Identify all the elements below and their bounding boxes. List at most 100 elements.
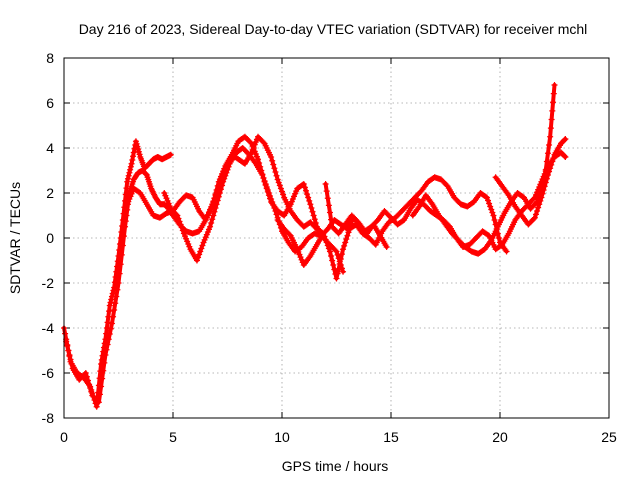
series-track-6 <box>322 149 569 253</box>
data-point <box>534 208 541 214</box>
data-point <box>267 193 274 199</box>
data-point <box>549 158 556 165</box>
data-point <box>271 205 278 211</box>
data-point <box>290 193 297 200</box>
data-point <box>332 247 339 254</box>
data-point <box>250 144 257 151</box>
data-point <box>125 198 132 205</box>
data-point <box>216 190 223 196</box>
x-tick-label: 10 <box>274 429 290 445</box>
data-point <box>550 155 557 162</box>
data-point <box>326 209 333 216</box>
data-point <box>175 215 182 222</box>
data-point <box>166 203 173 210</box>
data-point <box>132 138 139 145</box>
data-point <box>325 202 332 209</box>
data-point <box>119 242 126 249</box>
data-point <box>262 181 269 187</box>
data-point <box>485 197 492 204</box>
data-point <box>279 188 285 195</box>
data-point <box>288 198 295 205</box>
data-point <box>503 248 510 255</box>
data-point <box>323 239 330 246</box>
data-point <box>83 373 90 380</box>
data-point <box>272 169 279 175</box>
data-point <box>82 370 89 376</box>
data-point <box>214 197 221 204</box>
data-point <box>276 182 283 189</box>
data-point <box>489 209 496 216</box>
data-point <box>108 320 115 327</box>
data-point <box>124 201 131 208</box>
data-point <box>340 268 347 275</box>
data-point <box>326 248 333 255</box>
data-point <box>338 251 345 258</box>
data-point <box>535 204 542 211</box>
data-point <box>550 90 557 97</box>
series-trace <box>275 175 509 281</box>
data-point <box>486 200 493 207</box>
data-point <box>93 403 100 410</box>
data-point <box>215 193 222 200</box>
data-point <box>548 116 555 123</box>
data-point <box>116 270 123 277</box>
data-point <box>336 260 343 267</box>
data-point <box>247 139 254 146</box>
data-point <box>321 233 328 240</box>
data-point <box>482 193 489 200</box>
data-point <box>541 183 548 190</box>
data-point <box>223 169 230 176</box>
data-point <box>133 140 140 147</box>
data-point <box>184 238 191 245</box>
data-point <box>551 82 558 88</box>
data-point <box>174 212 181 219</box>
data-point <box>165 200 172 207</box>
data-point <box>345 229 352 236</box>
data-point <box>491 217 498 223</box>
data-point <box>251 141 258 148</box>
data-point <box>542 179 549 186</box>
data-point <box>98 383 105 390</box>
data-point <box>544 172 551 178</box>
data-point <box>179 227 186 234</box>
chart-title: Day 216 of 2023, Sidereal Day-to-day VTE… <box>79 21 588 37</box>
data-point <box>334 270 341 277</box>
data-point <box>264 187 271 193</box>
data-point <box>383 244 390 250</box>
data-point <box>68 361 75 367</box>
data-point <box>224 166 231 173</box>
data-point <box>320 230 327 237</box>
data-point <box>272 208 279 214</box>
data-point <box>135 146 142 153</box>
data-point <box>222 172 229 179</box>
data-point <box>136 151 143 158</box>
data-point <box>197 248 204 255</box>
data-point <box>213 201 220 208</box>
data-point <box>167 151 174 158</box>
data-point <box>126 169 133 176</box>
data-point <box>107 325 114 332</box>
data-point <box>204 229 211 235</box>
data-point <box>341 242 348 249</box>
series-track-2 <box>63 133 347 406</box>
data-point <box>343 236 350 243</box>
data-point <box>128 160 135 167</box>
data-point <box>293 188 300 195</box>
data-point <box>212 205 219 211</box>
data-point <box>201 236 208 243</box>
data-point <box>340 246 347 253</box>
data-point <box>225 163 232 170</box>
data-point <box>300 181 307 187</box>
data-point <box>260 139 267 146</box>
data-point <box>562 154 569 160</box>
data-point <box>67 356 74 363</box>
series-track-5 <box>274 174 510 282</box>
data-point <box>550 99 557 106</box>
x-tick-label: 15 <box>383 429 399 445</box>
data-point <box>273 172 280 179</box>
data-point <box>330 262 337 268</box>
x-tick-label: 25 <box>601 429 617 445</box>
data-point <box>161 190 168 196</box>
data-point <box>127 163 134 170</box>
x-tick-label: 5 <box>169 429 177 445</box>
